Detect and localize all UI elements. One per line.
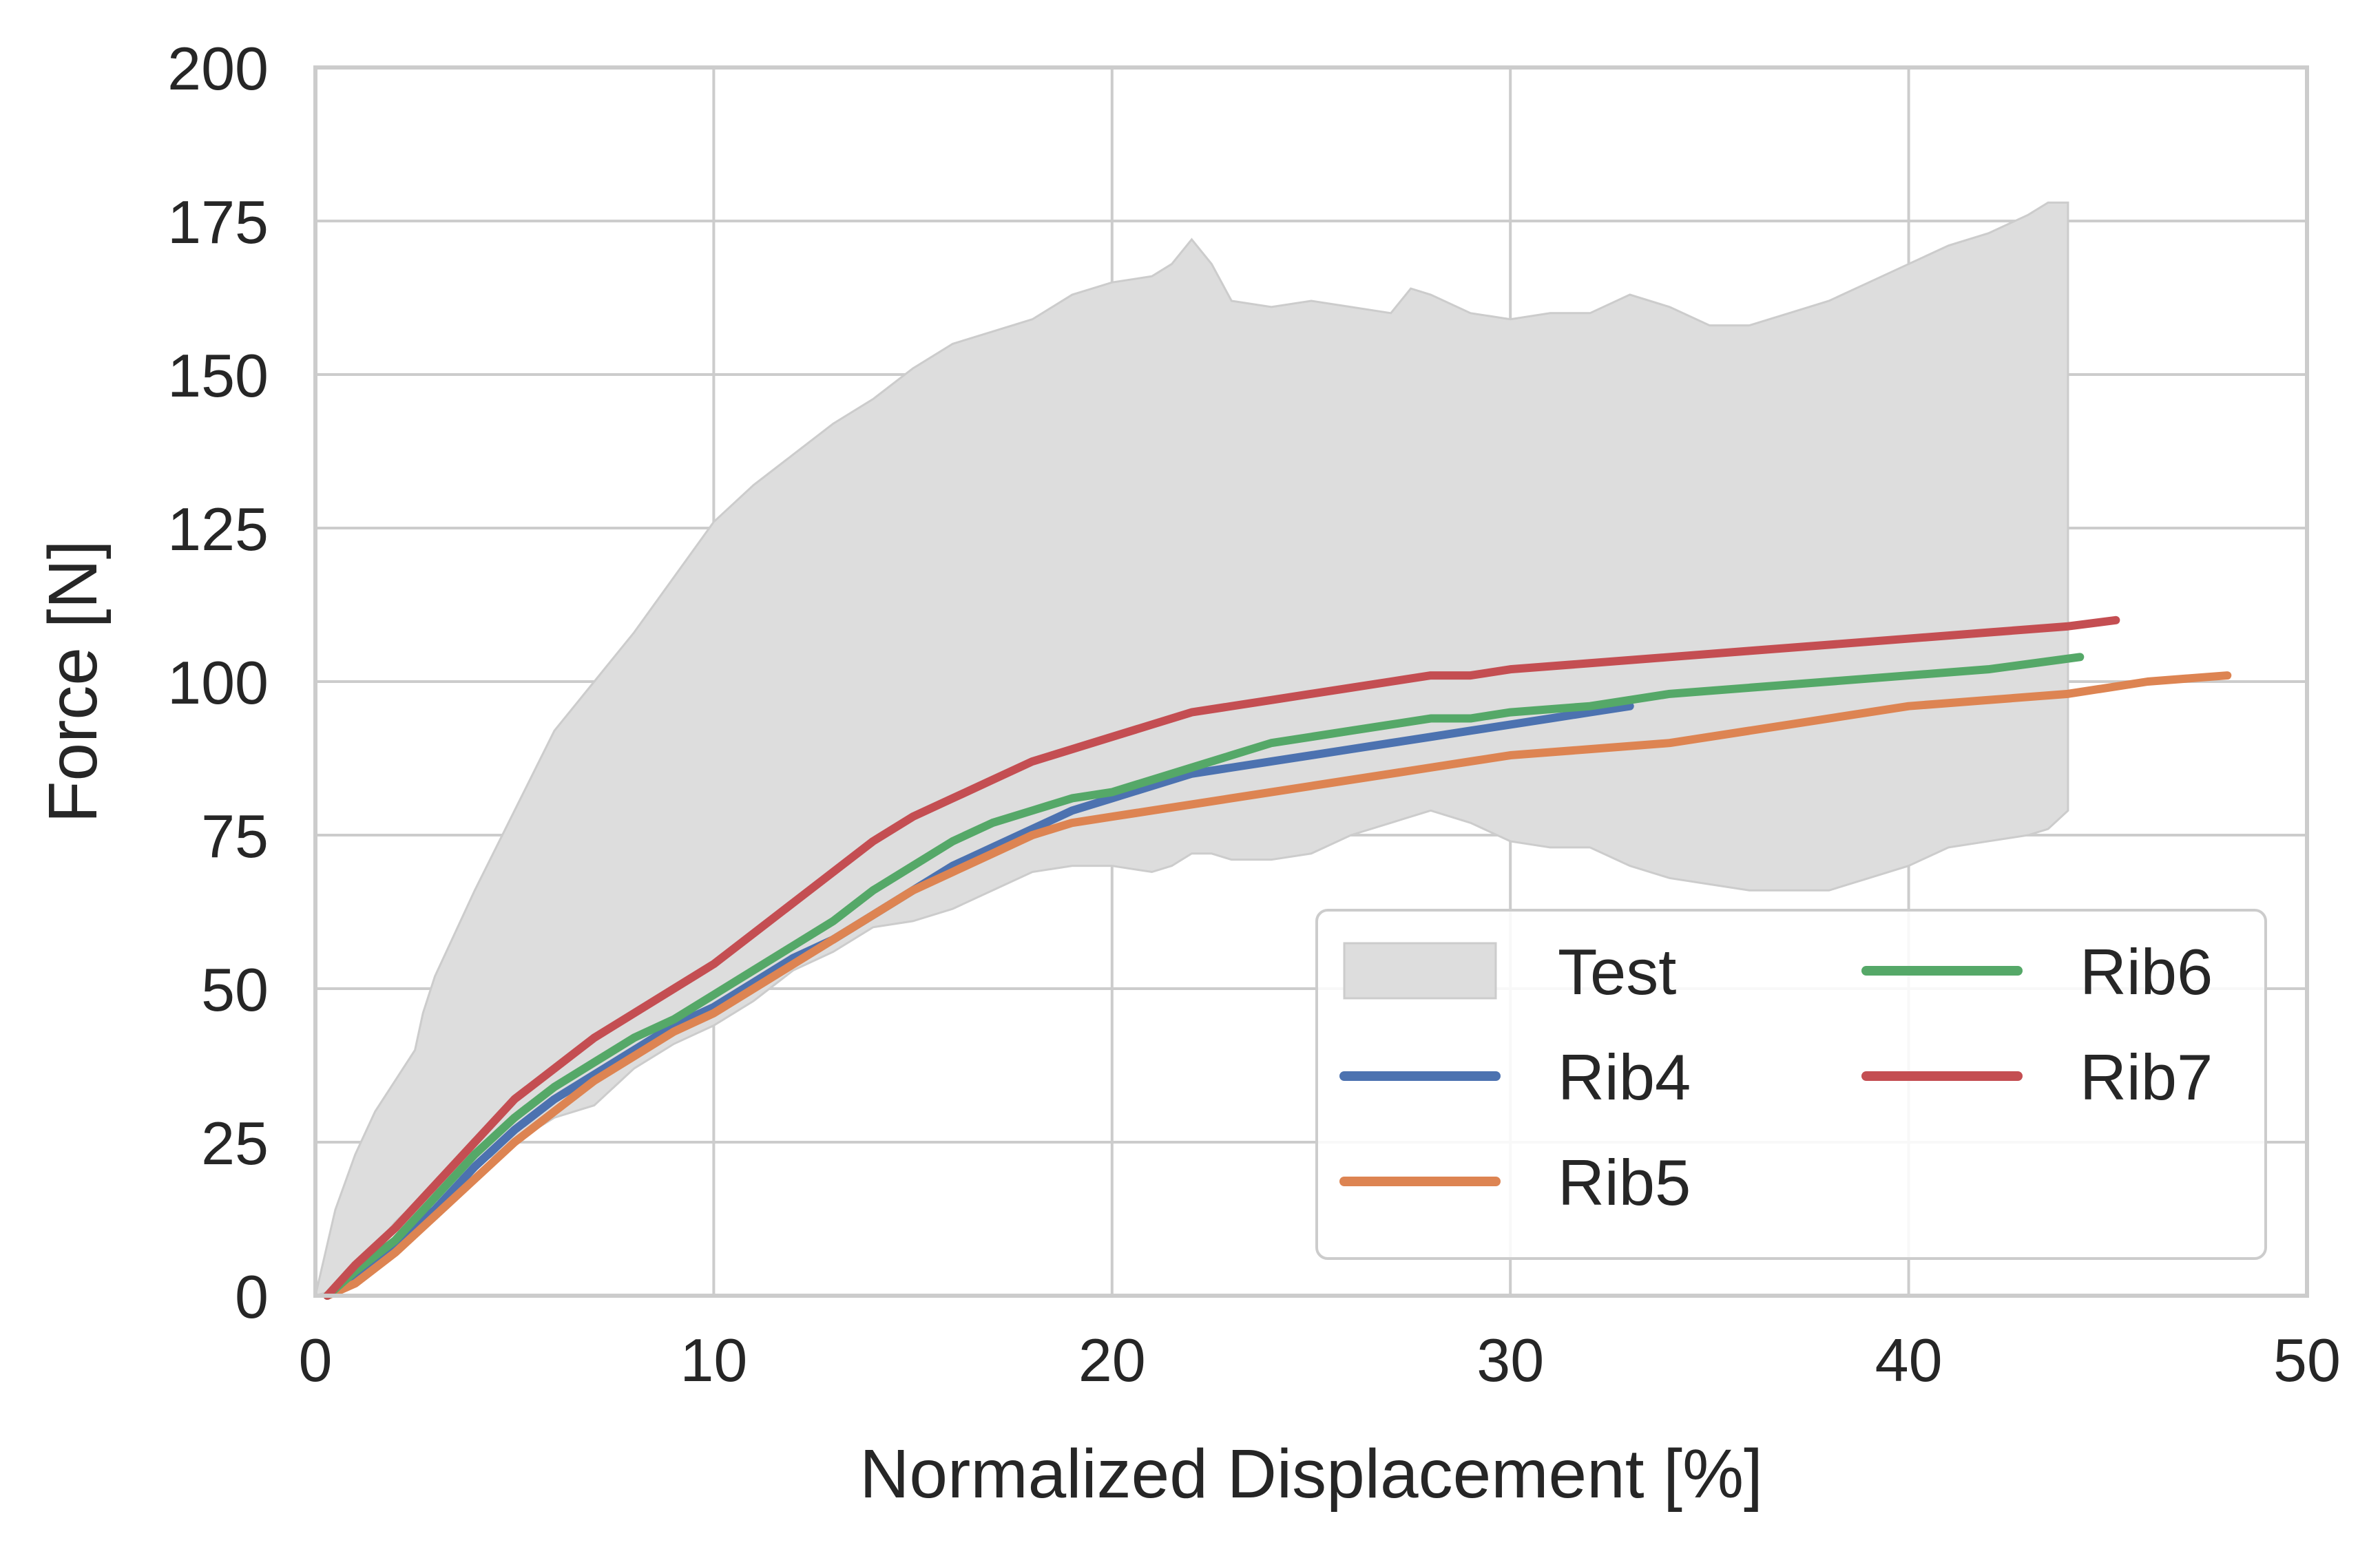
legend-swatch-test (1343, 942, 1497, 1000)
x-axis-label: Normalized Displacement [%] (859, 1435, 1763, 1513)
legend: Test Rib4 Rib5 Rib6 Rib7 (1315, 909, 2267, 1260)
y-tick-label: 0 (235, 1263, 269, 1331)
plot-frame (313, 65, 2309, 1298)
legend-label-rib4: Rib4 (1558, 1041, 1691, 1113)
legend-label-rib5: Rib5 (1558, 1146, 1691, 1219)
x-tick-label: 0 (299, 1326, 333, 1394)
test-band-layer (313, 201, 2069, 1298)
legend-label-rib6: Rib6 (2080, 936, 2213, 1008)
y-tick-label: 50 (201, 956, 269, 1024)
y-tick-label: 25 (201, 1109, 269, 1177)
x-tick-label: 50 (2273, 1326, 2341, 1394)
series-line-rib5 (323, 671, 2232, 1300)
y-tick-label: 175 (167, 188, 269, 256)
series-line-rib7 (323, 615, 2120, 1300)
y-tick-label: 125 (167, 495, 269, 563)
series-lines (323, 615, 2232, 1300)
legend-label-rib7: Rib7 (2080, 1041, 2213, 1113)
legend-box (1315, 909, 2267, 1260)
x-tick-label: 30 (1476, 1326, 1544, 1394)
series-line-rib4 (323, 702, 1634, 1300)
y-axis-label: Force [N] (34, 540, 112, 823)
x-tick-labels: 0 10 20 30 40 50 (299, 1326, 2341, 1394)
y-tick-label: 100 (167, 649, 269, 717)
x-tick-label: 20 (1078, 1326, 1146, 1394)
y-tick-labels: 0 25 50 75 100 125 150 175 200 (167, 34, 269, 1331)
test-band (313, 201, 2069, 1298)
x-tick-label: 40 (1875, 1326, 1943, 1394)
legend-label-test: Test (1558, 936, 1676, 1008)
x-tick-label: 10 (680, 1326, 747, 1394)
y-tick-label: 75 (201, 802, 269, 870)
series-line-rib6 (323, 653, 2085, 1300)
y-tick-label: 150 (167, 341, 269, 410)
y-tick-label: 200 (167, 34, 269, 103)
